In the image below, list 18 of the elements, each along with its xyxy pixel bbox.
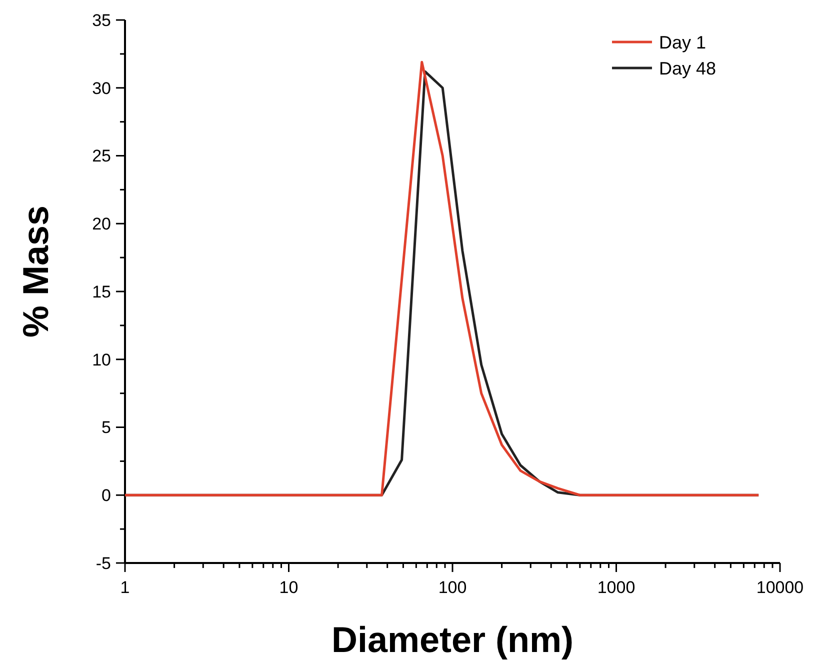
legend-label: Day 48 xyxy=(659,58,716,78)
x-axis-title: Diameter (nm) xyxy=(331,619,574,660)
x-tick-label: 1000 xyxy=(597,578,636,597)
x-tick-label: 1 xyxy=(120,578,130,597)
legend-label: Day 1 xyxy=(659,32,706,52)
y-tick-label: 5 xyxy=(102,418,111,438)
y-tick-label: 20 xyxy=(92,214,111,234)
y-tick-label: 30 xyxy=(92,78,111,98)
y-tick-label: 10 xyxy=(92,350,111,370)
y-axis-title: % Mass xyxy=(15,205,56,338)
x-tick-label: 10 xyxy=(279,578,298,597)
y-tick-label: -5 xyxy=(96,554,111,573)
y-tick-label: 25 xyxy=(92,146,111,166)
y-tick-label: 0 xyxy=(102,486,111,506)
x-tick-label: 10000 xyxy=(756,578,804,597)
y-tick-label: 15 xyxy=(92,282,111,302)
x-tick-label: 100 xyxy=(438,578,467,597)
y-tick-label: 35 xyxy=(92,10,111,30)
